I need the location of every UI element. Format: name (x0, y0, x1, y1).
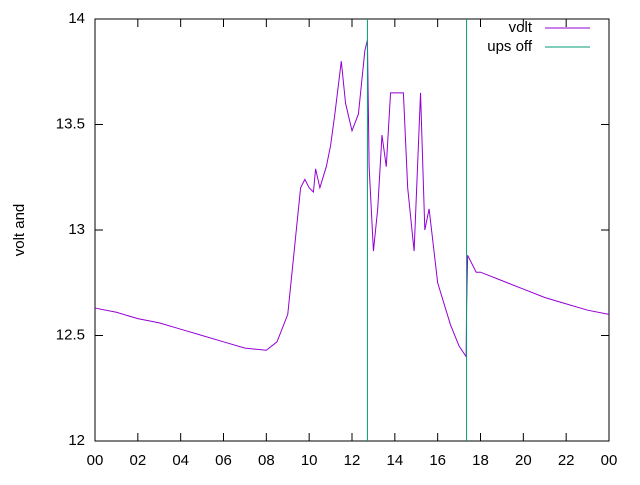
x-tick-label: 10 (301, 452, 318, 469)
y-tick-label: 13.5 (56, 115, 85, 132)
x-tick-label: 04 (172, 452, 189, 469)
x-tick-label: 22 (558, 452, 575, 469)
y-tick-label: 12 (68, 432, 85, 449)
x-tick-label: 18 (472, 452, 489, 469)
x-tick-label: 12 (344, 452, 361, 469)
x-tick-label: 16 (429, 452, 446, 469)
x-tick-label: 06 (215, 452, 232, 469)
x-tick-label: 00 (601, 452, 618, 469)
series-line (94, 39, 610, 359)
y-tick-label: 14 (68, 10, 85, 27)
x-tick-label: 14 (386, 452, 403, 469)
y-axis-label: volt and (11, 204, 28, 257)
series-line (366, 19, 468, 441)
plot-frame (94, 18, 610, 442)
x-tick-label: 00 (87, 452, 104, 469)
legend-label: ups off (487, 38, 533, 55)
y-tick-label: 13 (68, 221, 85, 238)
x-tick-label: 08 (258, 452, 275, 469)
legend-label: volt (509, 19, 533, 36)
y-tick-label: 12.5 (56, 326, 85, 343)
x-tick-label: 02 (129, 452, 146, 469)
x-tick-label: 20 (515, 452, 532, 469)
